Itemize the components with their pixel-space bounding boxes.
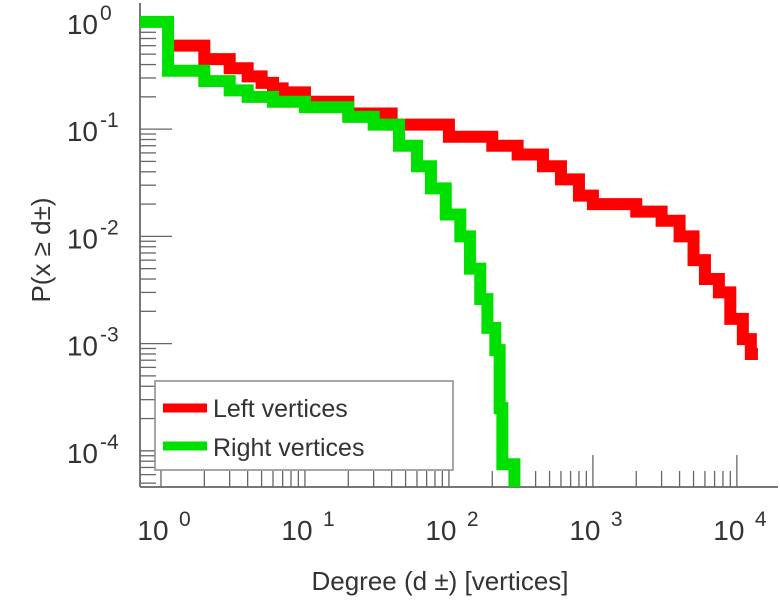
x-tick-label: 10 (569, 515, 600, 546)
y-tick-exponent: 0 (100, 2, 112, 25)
x-tick-label: 10 (425, 515, 456, 546)
legend: Left vertices Right vertices (154, 380, 454, 471)
y-tick-label: 10 (67, 116, 98, 147)
x-axis-label: Degree (d ±) [vertices] (311, 566, 568, 596)
y-tick-label: 10 (67, 9, 98, 40)
x-tick-exponent: 0 (179, 508, 191, 531)
x-tick-label: 10 (713, 515, 744, 546)
y-tick-label: 10 (67, 438, 98, 469)
x-tick-exponent: 1 (323, 508, 335, 531)
x-tick-exponent: 2 (467, 508, 479, 531)
y-axis-label: P(x ≥ d±) (26, 197, 56, 302)
series-left-vertices (168, 39, 758, 360)
y-tick-exponent: -4 (100, 431, 119, 454)
x-tick-exponent: 3 (611, 508, 623, 531)
y-tick-label: 10 (67, 331, 98, 362)
legend-label-left: Left vertices (213, 395, 348, 423)
y-tick-label: 10 (67, 223, 98, 254)
series-right-vertices (140, 15, 521, 487)
x-tick-label: 10 (281, 515, 312, 546)
legend-label-right: Right vertices (213, 434, 364, 462)
x-tick-exponent: 4 (755, 508, 767, 531)
x-tick-label: 10 (137, 515, 168, 546)
series-layer (140, 15, 758, 487)
y-tick-exponent: -1 (100, 109, 119, 132)
y-tick-exponent: -3 (100, 324, 119, 347)
y-tick-exponent: -2 (100, 216, 119, 239)
legend-box (154, 380, 454, 471)
